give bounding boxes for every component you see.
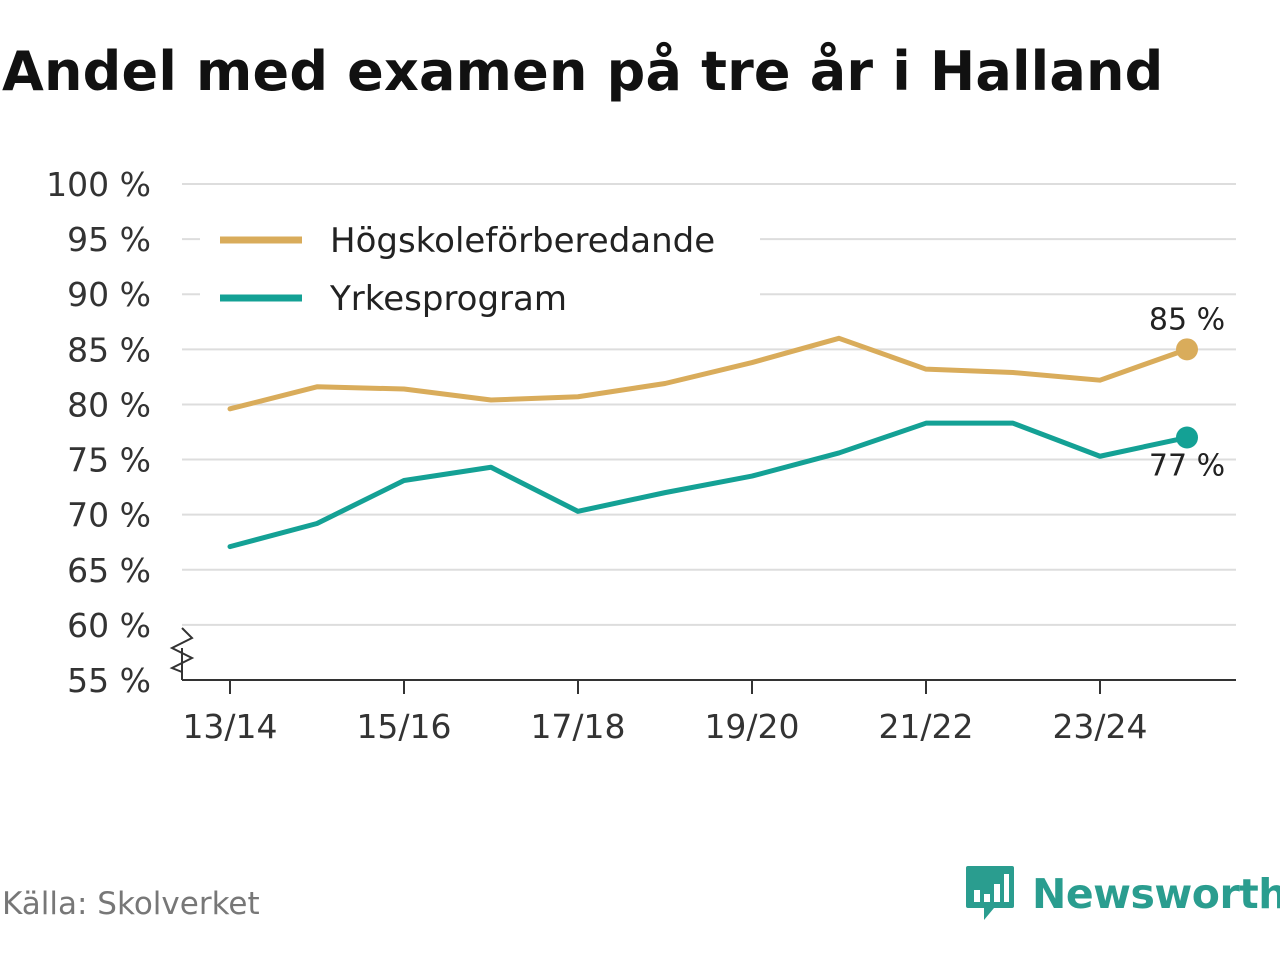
x-tick-label: 13/14 xyxy=(182,707,277,746)
series-line-1 xyxy=(227,420,1190,550)
end-value-labels: 85 % 77 % xyxy=(1149,302,1225,483)
series-line-0 xyxy=(227,335,1190,412)
x-axis-tick-labels: 13/14 15/16 17/18 19/20 21/22 23/24 xyxy=(182,680,1148,746)
x-tick-label: 17/18 xyxy=(530,707,625,746)
source-note: Källa: Skolverket xyxy=(2,886,260,922)
end-value-label: 77 % xyxy=(1149,449,1225,484)
x-tick-label: 23/24 xyxy=(1052,707,1147,746)
y-tick-label: 90 % xyxy=(67,275,151,314)
brand-logo: Newsworthy xyxy=(964,864,1280,924)
newsworthy-logo-icon xyxy=(966,866,1014,920)
data-series xyxy=(227,335,1198,550)
y-tick-label: 60 % xyxy=(67,606,151,645)
series-end-point-0 xyxy=(1176,338,1198,361)
axis-break-icon xyxy=(169,627,195,673)
x-tick-label: 21/22 xyxy=(878,707,973,746)
legend-label: Högskoleförberedande xyxy=(330,221,715,261)
x-tick-label: 15/16 xyxy=(356,707,451,746)
chart-title: Andel med examen på tre år i Halland xyxy=(2,40,1164,103)
legend-label: Yrkesprogram xyxy=(329,279,567,319)
chart-legend: Högskoleförberedande Yrkesprogram xyxy=(200,210,760,326)
x-axis xyxy=(169,627,1236,681)
y-tick-label: 95 % xyxy=(67,220,151,259)
y-tick-label: 75 % xyxy=(67,441,151,480)
y-tick-label: 70 % xyxy=(67,496,151,535)
y-tick-label: 55 % xyxy=(67,661,151,700)
series-end-point-1 xyxy=(1176,426,1198,449)
y-tick-label: 85 % xyxy=(67,330,151,369)
end-value-label: 85 % xyxy=(1149,302,1225,337)
x-tick-label: 19/20 xyxy=(704,707,799,746)
y-axis-tick-labels: 55 % 60 % 65 % 70 % 75 % 80 % 85 % 90 % 95 % 100 … xyxy=(46,165,151,700)
brand-name: Newsworthy xyxy=(1032,870,1280,918)
line-chart: 55 % 60 % 65 % 70 % 75 % 80 % 85 % 90 % 95 % 100 … xyxy=(46,165,1236,746)
y-tick-label: 80 % xyxy=(67,385,151,424)
y-tick-label: 100 % xyxy=(46,165,151,204)
legend-background xyxy=(200,210,760,326)
y-tick-label: 65 % xyxy=(67,551,151,590)
